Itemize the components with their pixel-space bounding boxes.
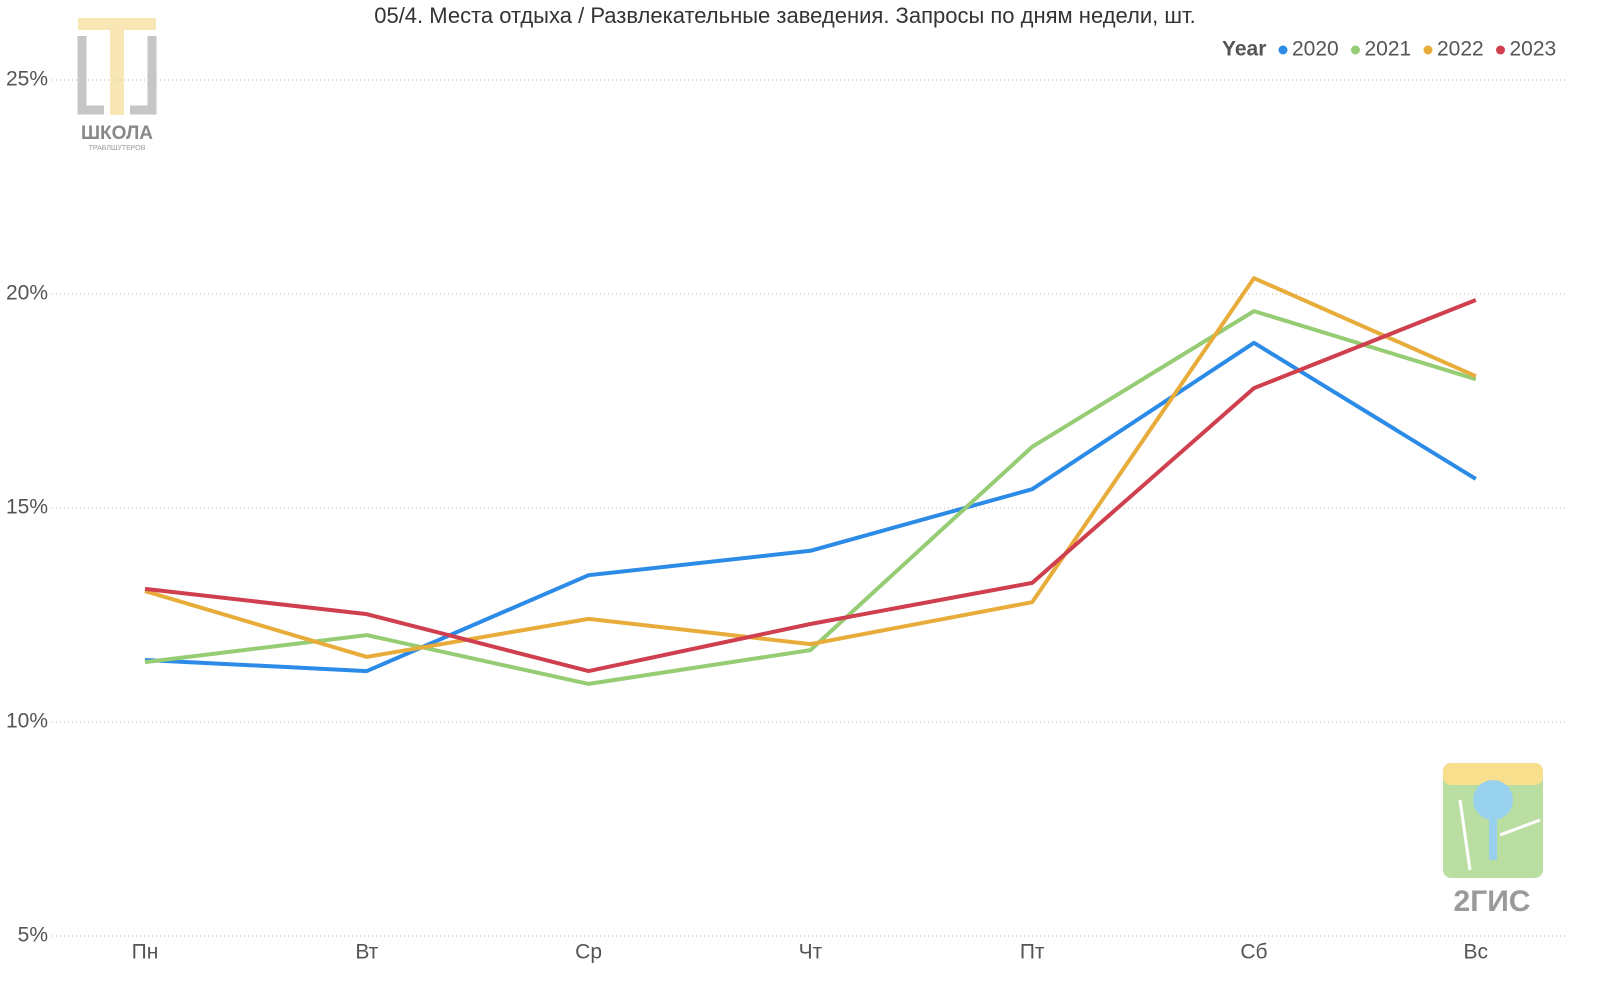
logo-2gis <box>1443 763 1543 878</box>
legend-label: 2023 <box>1510 38 1557 61</box>
legend-marker <box>1423 45 1433 55</box>
x-tick-label: Ср <box>575 941 602 964</box>
y-tick-label: 15% <box>6 496 48 519</box>
logo-text: ШКОЛА <box>81 123 153 144</box>
logo-school <box>77 18 157 115</box>
legend-marker <box>1496 45 1505 55</box>
logo-text: 2ГИС <box>1454 885 1531 918</box>
x-tick-label: Пн <box>132 941 159 964</box>
series-line <box>144 298 1477 674</box>
x-tick-label: Сб <box>1240 941 1267 964</box>
series-line <box>144 309 1477 686</box>
y-tick-label: 5% <box>18 924 48 947</box>
legend-marker <box>1278 45 1288 55</box>
y-tick-label: 20% <box>6 282 48 305</box>
x-tick-label: Вс <box>1464 941 1489 964</box>
legend-label: 2022 <box>1437 38 1484 61</box>
x-tick-label: Вт <box>355 941 378 964</box>
logo-subtext: ТРАБЛШУТЕРОВ <box>89 145 146 152</box>
legend-label: 2020 <box>1292 38 1339 61</box>
y-tick-label: 10% <box>6 710 48 733</box>
legend-marker <box>1351 45 1360 55</box>
y-tick-label: 25% <box>6 68 48 91</box>
legend-label: 2021 <box>1365 38 1412 61</box>
x-tick-label: Пт <box>1020 941 1045 964</box>
series-line <box>144 340 1477 674</box>
series-line <box>144 276 1477 659</box>
chart-title: 05/4. Места отдыха / Развлекательные зав… <box>374 3 1196 28</box>
x-tick-label: Чт <box>799 941 823 964</box>
legend-title: Year <box>1222 38 1266 61</box>
